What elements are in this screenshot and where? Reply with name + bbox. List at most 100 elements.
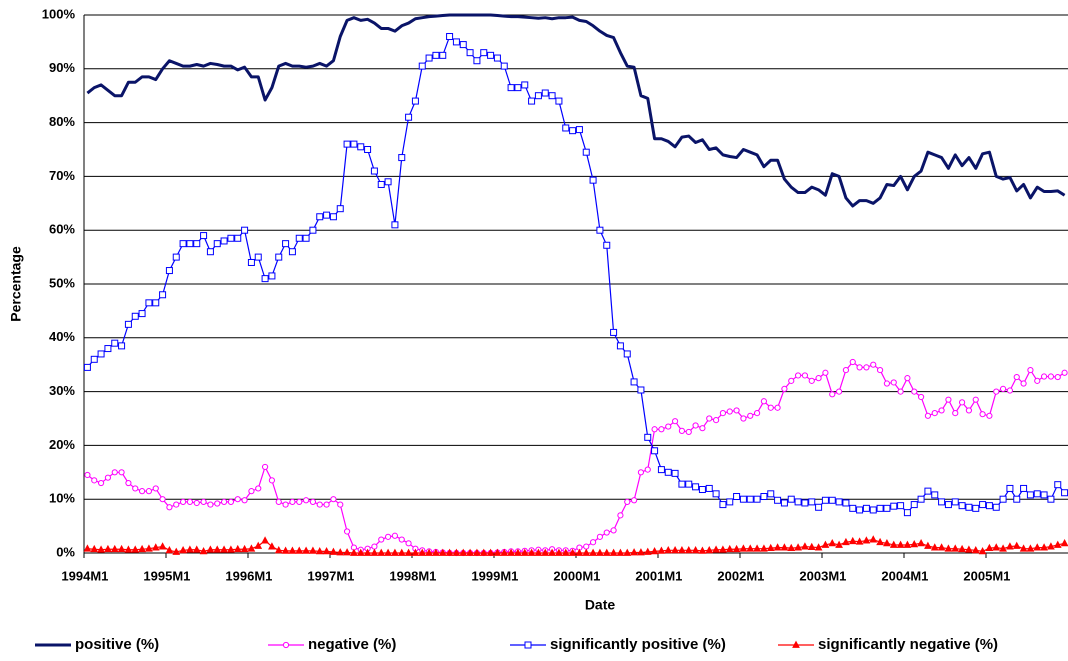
point xyxy=(514,548,522,556)
point xyxy=(384,548,392,556)
point xyxy=(616,342,624,350)
point xyxy=(637,469,645,476)
point xyxy=(1013,495,1021,503)
point xyxy=(589,548,597,556)
point xyxy=(275,498,282,505)
point xyxy=(849,358,856,366)
point xyxy=(337,501,344,508)
point xyxy=(602,548,611,556)
point xyxy=(753,410,761,417)
point xyxy=(589,539,597,546)
point xyxy=(234,496,241,503)
point xyxy=(835,498,843,506)
point xyxy=(1006,484,1014,492)
point xyxy=(904,375,911,382)
point xyxy=(227,498,235,505)
point xyxy=(1006,387,1014,394)
point xyxy=(241,497,248,504)
point xyxy=(405,540,412,547)
point xyxy=(438,548,447,556)
point xyxy=(870,361,877,368)
point xyxy=(322,547,331,555)
point xyxy=(179,545,187,554)
point xyxy=(275,253,283,261)
point xyxy=(1040,491,1048,499)
point xyxy=(131,545,140,553)
point xyxy=(1026,491,1034,499)
point xyxy=(247,544,256,552)
y-tick-label: 60% xyxy=(49,222,75,237)
point xyxy=(432,51,440,59)
point xyxy=(999,495,1007,503)
point xyxy=(617,512,624,519)
point xyxy=(692,483,700,491)
point xyxy=(288,248,296,256)
x-tick-label: 1997M1 xyxy=(307,568,354,583)
point xyxy=(111,469,118,476)
point xyxy=(930,543,939,551)
point xyxy=(637,548,645,556)
point xyxy=(808,377,815,384)
point xyxy=(733,407,740,414)
point xyxy=(268,272,276,280)
point xyxy=(890,379,897,386)
point xyxy=(378,536,385,543)
point xyxy=(384,533,392,540)
point xyxy=(931,410,938,417)
point xyxy=(227,545,235,553)
point xyxy=(951,544,960,552)
point xyxy=(125,479,132,487)
point xyxy=(931,491,939,499)
point xyxy=(835,388,843,395)
point xyxy=(938,407,945,414)
point xyxy=(657,466,665,474)
y-tick-label: 30% xyxy=(49,383,75,398)
point xyxy=(664,468,672,476)
point xyxy=(719,501,727,509)
point xyxy=(774,496,782,504)
point xyxy=(828,538,837,547)
point xyxy=(630,378,638,386)
point xyxy=(268,477,276,484)
point xyxy=(876,537,884,546)
point xyxy=(432,548,440,556)
point xyxy=(459,41,467,49)
y-tick-label: 50% xyxy=(49,275,75,290)
point xyxy=(855,537,864,545)
point xyxy=(1053,540,1062,548)
point xyxy=(685,428,692,436)
point xyxy=(132,485,139,492)
point xyxy=(200,498,207,505)
point xyxy=(630,497,638,504)
point xyxy=(684,545,693,554)
point xyxy=(548,548,556,556)
point xyxy=(883,380,891,387)
point xyxy=(945,396,952,403)
point xyxy=(863,364,870,371)
point xyxy=(657,546,666,554)
point xyxy=(282,240,290,248)
point xyxy=(842,366,850,374)
point xyxy=(172,253,180,261)
point xyxy=(829,391,836,398)
point xyxy=(1033,543,1042,551)
point xyxy=(83,363,91,371)
point xyxy=(610,328,618,336)
point xyxy=(698,546,707,554)
point xyxy=(801,499,809,507)
point xyxy=(363,548,372,556)
point xyxy=(391,221,399,229)
point xyxy=(801,372,809,379)
point xyxy=(364,146,372,153)
point xyxy=(241,226,249,234)
x-tick-label: 2002M1 xyxy=(717,568,764,583)
point xyxy=(309,546,317,554)
point xyxy=(766,543,775,552)
point xyxy=(90,355,98,363)
point xyxy=(486,548,495,556)
point xyxy=(1019,544,1028,552)
point xyxy=(869,506,877,514)
point xyxy=(951,498,959,506)
point xyxy=(739,544,748,552)
point xyxy=(699,425,706,432)
